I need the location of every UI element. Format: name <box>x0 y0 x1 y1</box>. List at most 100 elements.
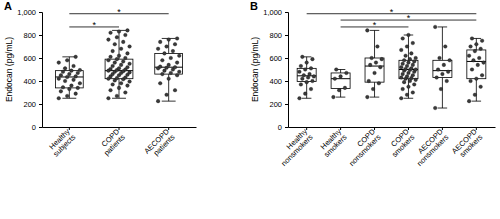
point <box>309 87 313 91</box>
point <box>399 76 403 80</box>
tick-label: Healthysmokers <box>317 127 349 159</box>
point <box>128 80 132 84</box>
point <box>401 87 405 91</box>
point <box>412 60 416 64</box>
point <box>343 86 347 90</box>
point <box>309 67 313 71</box>
tick: 600 <box>23 54 42 63</box>
tick: AECOPDnonsmokers <box>409 127 450 168</box>
point <box>169 71 173 75</box>
point <box>470 37 474 41</box>
tick-mark <box>285 12 288 13</box>
whisker-cap <box>404 98 414 99</box>
point <box>128 45 132 49</box>
point <box>408 57 412 61</box>
whisker-cap <box>370 97 380 98</box>
point <box>63 67 67 71</box>
point <box>377 82 381 86</box>
point <box>345 71 349 75</box>
point <box>57 61 61 65</box>
point <box>482 61 486 65</box>
tick: 400 <box>23 77 42 86</box>
point <box>405 93 409 97</box>
tick-mark <box>168 127 169 130</box>
point <box>124 33 128 37</box>
point <box>65 94 69 98</box>
box-body <box>467 50 486 79</box>
point <box>399 48 403 52</box>
tick-label: 0 <box>32 123 36 132</box>
box <box>365 29 384 99</box>
whisker-cap <box>62 98 76 99</box>
y-title: Endocan (pg/mL) <box>4 37 14 102</box>
point <box>126 65 130 69</box>
point <box>445 79 449 83</box>
tick: 1,000 <box>263 8 288 17</box>
point <box>169 56 173 60</box>
whisker <box>69 57 70 71</box>
point <box>76 86 80 90</box>
point <box>298 96 302 100</box>
point <box>128 71 132 75</box>
point <box>109 55 113 59</box>
point <box>339 75 343 79</box>
tick: AECOPDsmokers <box>450 127 485 162</box>
significance-label: * <box>373 20 377 30</box>
tick: 600 <box>269 54 288 63</box>
point <box>402 59 406 63</box>
point <box>167 63 171 67</box>
point <box>438 56 442 60</box>
tick-mark <box>69 127 70 130</box>
point <box>59 73 63 77</box>
tick-label: COPDnonsmokers <box>342 127 383 168</box>
box <box>399 33 418 100</box>
point <box>156 47 160 51</box>
whisker <box>442 27 443 60</box>
x-axis: HealthysubjectsCOPDpatientsAECOPDpatient… <box>43 127 197 162</box>
axis-line <box>289 127 496 128</box>
point <box>305 61 309 65</box>
point <box>177 54 181 58</box>
point <box>441 72 445 76</box>
box-body <box>365 58 384 82</box>
point <box>469 45 473 49</box>
point <box>165 93 169 97</box>
point <box>412 83 416 87</box>
significance-label: * <box>117 7 121 17</box>
box-body <box>433 60 452 77</box>
box <box>297 55 316 100</box>
point <box>480 39 484 43</box>
tick-mark <box>39 58 42 59</box>
point <box>302 73 306 77</box>
point <box>74 75 78 79</box>
whisker-cap <box>472 101 482 102</box>
point <box>173 42 177 46</box>
point <box>472 59 476 63</box>
point <box>373 71 377 75</box>
whisker <box>374 30 375 58</box>
point <box>78 68 82 72</box>
point <box>480 73 484 77</box>
tick-mark <box>285 81 288 82</box>
point <box>435 76 439 80</box>
point <box>301 55 305 59</box>
tick: AECOPDpatients <box>142 127 177 162</box>
plot-area <box>55 29 182 103</box>
point <box>410 52 414 56</box>
point <box>475 77 479 81</box>
whisker <box>442 78 443 108</box>
tick-label: 200 <box>269 100 282 109</box>
point <box>379 65 383 69</box>
tick-label: Healthynonsmokers <box>274 127 315 168</box>
tick-mark <box>39 127 42 128</box>
point <box>65 59 69 63</box>
point <box>433 25 437 29</box>
point <box>479 85 483 89</box>
point <box>117 30 121 34</box>
x-axis: HealthynonsmokersHealthysmokersCOPDnonsm… <box>274 127 496 168</box>
point <box>57 96 61 100</box>
point <box>121 40 125 44</box>
tick-label: 400 <box>23 77 36 86</box>
tick-label: Healthysubjects <box>46 127 78 159</box>
point <box>117 67 121 71</box>
